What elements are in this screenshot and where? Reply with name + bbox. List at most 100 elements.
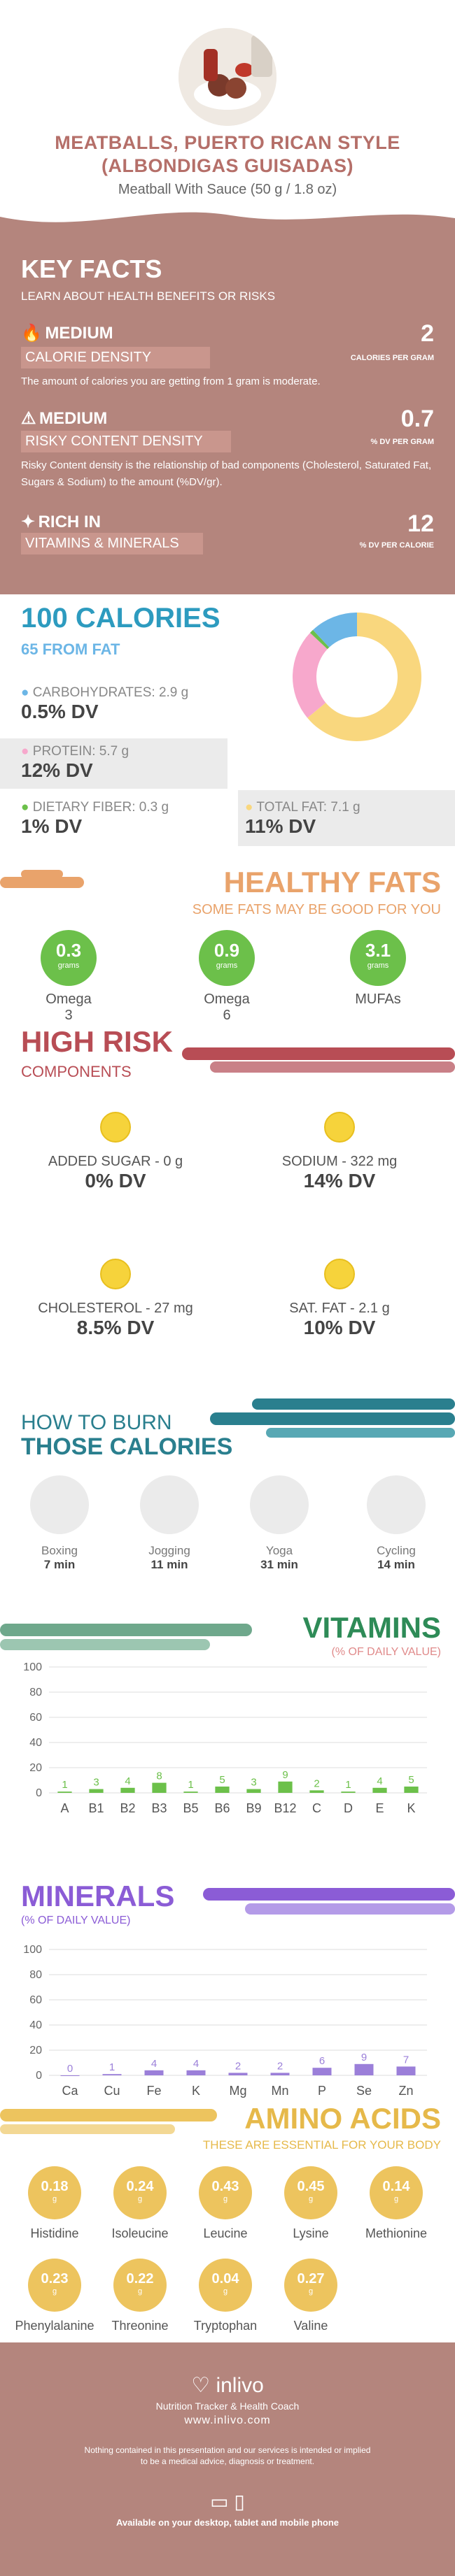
bar-C: [309, 1790, 324, 1793]
key-facts-subtitle: LEARN ABOUT HEALTH BENEFITS OR RISKS: [21, 289, 276, 303]
healthy-fats-title: HEALTHY FATS: [223, 866, 441, 899]
bar-value-label: 6: [319, 2055, 325, 2067]
jogging-icon: [140, 1475, 199, 1534]
bar-value-label: 1: [109, 2061, 115, 2073]
bar-value-label: 4: [125, 1775, 130, 1787]
y-tick-label: 60: [29, 1994, 42, 2006]
minerals-ribbon: [203, 1888, 455, 1915]
smiley-icon: [100, 1259, 131, 1289]
footer-url[interactable]: www.inlivo.com: [184, 2414, 271, 2426]
cholesterol-label: CHOLESTEROL - 27 mg: [38, 1301, 193, 1316]
bar-value-label: 7: [403, 2054, 409, 2066]
amino-leucine: 0.43 g Leucine: [183, 2166, 267, 2241]
mufas-circle: 3.1 grams: [350, 930, 406, 986]
x-tick-label: Zn: [398, 2084, 413, 2098]
smiley-icon: [324, 1259, 355, 1289]
footer: ♡ inlivo Nutrition Tracker & Health Coac…: [0, 2342, 455, 2576]
protein-label: PROTEIN: 5.7 g: [32, 744, 130, 759]
risky-content-unit: % DV PER GRAM: [370, 438, 434, 446]
carbs-item: ● CARBOHYDRATES: 2.9 g 0.5% DV: [21, 685, 189, 722]
omega6-label: Omega 6: [204, 992, 250, 1023]
footer-disclaimer-2: to be a medical advice, diagnosis or tre…: [140, 2456, 315, 2466]
x-tick-label: Fe: [146, 2084, 161, 2098]
risky-content-label: RISKY CONTENT DENSITY: [21, 431, 231, 452]
calories-donut-chart: [293, 613, 421, 741]
cycling-icon: [367, 1475, 426, 1534]
x-tick-label: B1: [88, 1801, 104, 1815]
bar-value-label: 4: [193, 2058, 199, 2070]
x-tick-label: B5: [183, 1801, 198, 1815]
bar-value-label: 1: [62, 1779, 67, 1791]
bar-value-label: 3: [93, 1777, 99, 1789]
mufas-label: MUFAs: [355, 992, 401, 1007]
added-sugar-label: ADDED SUGAR - 0 g: [48, 1154, 183, 1169]
omega3-label: Omega 3: [46, 992, 92, 1023]
bar-B5: [183, 1791, 198, 1793]
x-tick-label: D: [344, 1801, 353, 1815]
bar-K: [186, 2070, 206, 2075]
footer-tagline: Nutrition Tracker & Health Coach: [155, 2400, 300, 2412]
added-sugar-item: ADDED SUGAR - 0 g 0% DV: [14, 1112, 217, 1192]
x-tick-label: B2: [120, 1801, 135, 1815]
protein-item: ● PROTEIN: 5.7 g 12% DV: [21, 744, 130, 781]
fiber-label: DIETARY FIBER: 0.3 g: [32, 800, 169, 815]
vitamins-ribbon: [0, 1624, 252, 1650]
rich-in-block: ✦ RICH IN: [21, 512, 101, 532]
carbs-dv: 0.5% DV: [21, 701, 99, 722]
added-sugar-dv: 0% DV: [85, 1170, 146, 1192]
bar-Fe: [144, 2070, 164, 2075]
serving-size: Meatball With Sauce (50 g / 1.8 oz): [118, 182, 337, 197]
vitamins-subtitle: (% OF DAILY VALUE): [331, 1646, 441, 1658]
calories-from-fat: 65 FROM FAT: [21, 641, 120, 658]
bar-value-label: 2: [235, 2060, 241, 2072]
carbs-label: CARBOHYDRATES: 2.9 g: [32, 685, 189, 700]
bar-value-label: 1: [345, 1779, 351, 1791]
x-tick-label: E: [375, 1801, 384, 1815]
smiley-icon: [324, 1112, 355, 1143]
calorie-density-label: CALORIE DENSITY: [21, 347, 210, 368]
bar-D: [341, 1791, 356, 1793]
x-tick-label: K: [407, 1801, 415, 1815]
y-tick-label: 20: [29, 1762, 42, 1774]
donut-slice-fiber: [309, 629, 330, 650]
donut-slice-carbs: [313, 613, 357, 647]
boxing-icon: [30, 1475, 89, 1534]
amino-methionine: 0.14 g Methionine: [354, 2166, 438, 2241]
bar-Mg: [228, 2073, 248, 2075]
bar-B1: [89, 1789, 104, 1793]
bar-Mn: [270, 2073, 290, 2075]
key-facts-section: KEY FACTS LEARN ABOUT HEALTH BENEFITS OR…: [0, 238, 455, 594]
bar-B12: [278, 1781, 293, 1793]
cholesterol-dv: 8.5% DV: [76, 1317, 155, 1338]
y-tick-label: 100: [23, 1944, 42, 1956]
bar-value-label: 1: [188, 1779, 193, 1791]
bar-value-label: 9: [282, 1769, 288, 1781]
amino-phenylalanine: 0.23 g Phenylalanine: [13, 2259, 97, 2333]
sodium-item: SODIUM - 322 mg 14% DV: [238, 1112, 441, 1192]
smiley-icon: [100, 1112, 131, 1143]
y-tick-label: 80: [29, 1969, 42, 1981]
sat-fat-dv: 10% DV: [303, 1317, 376, 1338]
rich-in-label: VITAMINS & MINERALS: [21, 533, 203, 554]
risky-content-value: 0.7: [400, 406, 434, 432]
heart-icon: ♡: [191, 2374, 211, 2397]
bar-value-label: 4: [377, 1775, 382, 1787]
omega3-circle: 0.3 grams: [41, 930, 97, 986]
bar-A: [57, 1791, 72, 1793]
fat-dv: 11% DV: [245, 815, 316, 837]
donut-slice-protein: [293, 633, 328, 718]
donut-slice-fat: [307, 613, 421, 741]
burn-title-1: HOW TO BURN: [21, 1411, 172, 1434]
minerals-bar-chart: 0 20 40 60 80 100 0 Ca 1 Cu 4 Fe 4 K 2 Mg 2 Mn 6 P 9 Se 7 Zn: [23, 1944, 427, 2098]
x-tick-label: Mg: [229, 2084, 246, 2098]
fat-item: ● TOTAL FAT: 7.1 g 11% DV: [245, 800, 360, 837]
rich-in-level: RICH IN: [38, 513, 101, 531]
amino-threonine: 0.22 g Threonine: [98, 2259, 182, 2333]
x-tick-label: Se: [356, 2084, 372, 2098]
y-tick-label: 100: [23, 1661, 42, 1673]
bar-B6: [215, 1787, 230, 1793]
jogging-item: Jogging 11 min: [138, 1475, 201, 1572]
bar-Ca: [60, 2075, 80, 2076]
high-risk-subtitle: COMPONENTS: [21, 1063, 132, 1080]
y-tick-label: 0: [36, 2070, 42, 2082]
